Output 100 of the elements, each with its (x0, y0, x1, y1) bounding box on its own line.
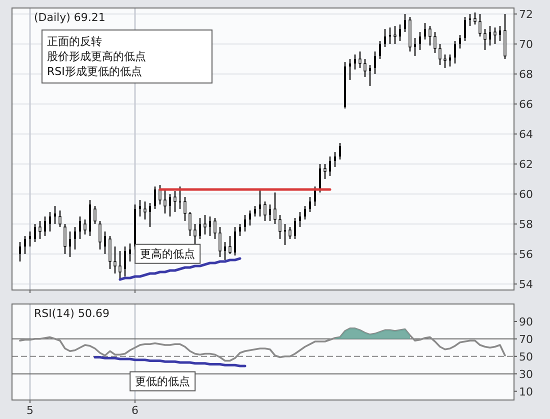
candlestick (49, 211, 51, 232)
candlestick (334, 151, 336, 168)
candlestick (379, 40, 381, 60)
y-tick-label: 70 (519, 38, 533, 51)
candlestick (244, 214, 246, 232)
candlestick (139, 199, 141, 218)
candlestick (399, 24, 401, 42)
candlestick (38, 220, 42, 240)
y-tick-label: 68 (519, 68, 533, 81)
candlestick (239, 223, 241, 237)
y-tick-label: 60 (519, 188, 533, 201)
candlestick (114, 246, 116, 274)
candlestick (474, 12, 476, 26)
candlestick (459, 34, 461, 50)
candlestick (478, 13, 482, 38)
candlestick (434, 31, 436, 54)
y-tick-label: 64 (519, 128, 533, 141)
candlestick (454, 40, 456, 64)
candlestick (499, 25, 501, 42)
candlestick (228, 235, 232, 255)
candlestick (494, 26, 496, 45)
candlestick (174, 190, 176, 213)
candlestick (214, 217, 216, 240)
candlestick (374, 50, 376, 75)
y-tick-label: 90 (519, 315, 533, 328)
candlestick (24, 235, 26, 255)
candlestick (124, 246, 126, 278)
candlestick (294, 217, 296, 240)
candlestick (164, 188, 166, 214)
candlestick (489, 25, 491, 46)
candlestick (394, 25, 396, 45)
candlestick (224, 241, 226, 261)
annotation: 股价形成更高的低点 (47, 50, 146, 63)
y-tick-label: 70 (519, 332, 533, 346)
candlestick (98, 220, 102, 250)
candlestick (424, 22, 426, 40)
y-tick-label: 66 (519, 98, 533, 111)
candlestick (354, 54, 356, 70)
candlestick (108, 235, 112, 270)
annotation: 正面的反转 (47, 35, 102, 48)
candlestick (74, 226, 76, 250)
candlestick (29, 230, 31, 248)
x-tick-label: 5 (26, 404, 34, 417)
candlestick (118, 250, 122, 280)
candlestick (58, 210, 62, 228)
candlestick (204, 214, 206, 236)
candlestick (234, 226, 236, 256)
y-tick-label: 72 (519, 8, 533, 21)
candlestick (154, 186, 156, 210)
annotation: 更低的低点 (135, 374, 190, 388)
picture-callout-box: 更高的低点 (134, 244, 201, 264)
chart-title: RSI(14) 50.69 (34, 307, 110, 320)
candlestick (209, 216, 211, 237)
candlestick (34, 223, 36, 243)
candlestick (304, 205, 306, 220)
candlestick (384, 28, 386, 48)
y-tick-label: 54 (519, 278, 533, 291)
candlestick (288, 226, 292, 240)
candlestick (469, 13, 471, 27)
candlestick (179, 186, 181, 210)
candlestick (84, 218, 86, 236)
candlestick (69, 230, 71, 258)
candlestick (339, 142, 341, 160)
candlestick (194, 223, 196, 246)
annotation: RSI形成更低的低点 (47, 65, 142, 78)
candlestick (158, 184, 162, 206)
candlestick (218, 226, 222, 258)
candlestick (419, 31, 421, 51)
candlestick (169, 193, 171, 218)
picture-callout-box: 更低的低点 (130, 371, 196, 392)
candlestick (149, 202, 151, 228)
candlestick (299, 211, 301, 228)
candlestick (284, 223, 286, 246)
line-series (94, 356, 246, 368)
candlestick (264, 200, 266, 222)
candlestick (144, 200, 146, 220)
y-tick-label: 10 (519, 385, 533, 398)
candlestick (438, 43, 442, 66)
candlestick (364, 58, 366, 78)
candlestick (414, 37, 416, 57)
candlestick (19, 241, 21, 262)
candlestick (428, 25, 432, 46)
candlestick (199, 217, 201, 240)
candlestick (449, 54, 451, 68)
candlestick (324, 163, 326, 180)
candlestick (188, 211, 192, 237)
candlestick (184, 196, 186, 222)
candlestick (329, 156, 331, 177)
candlestick (464, 16, 466, 42)
y-tick-label: 58 (519, 218, 533, 231)
candlestick (404, 13, 406, 33)
candlestick (44, 216, 46, 237)
candlestick (64, 223, 66, 255)
candlestick (94, 205, 96, 225)
y-tick-label: 56 (519, 248, 533, 261)
candlestick (309, 196, 311, 213)
x-tick-label: 6 (132, 404, 138, 417)
candlestick (278, 214, 282, 240)
candlestick (104, 230, 106, 255)
candlestick (444, 54, 446, 69)
